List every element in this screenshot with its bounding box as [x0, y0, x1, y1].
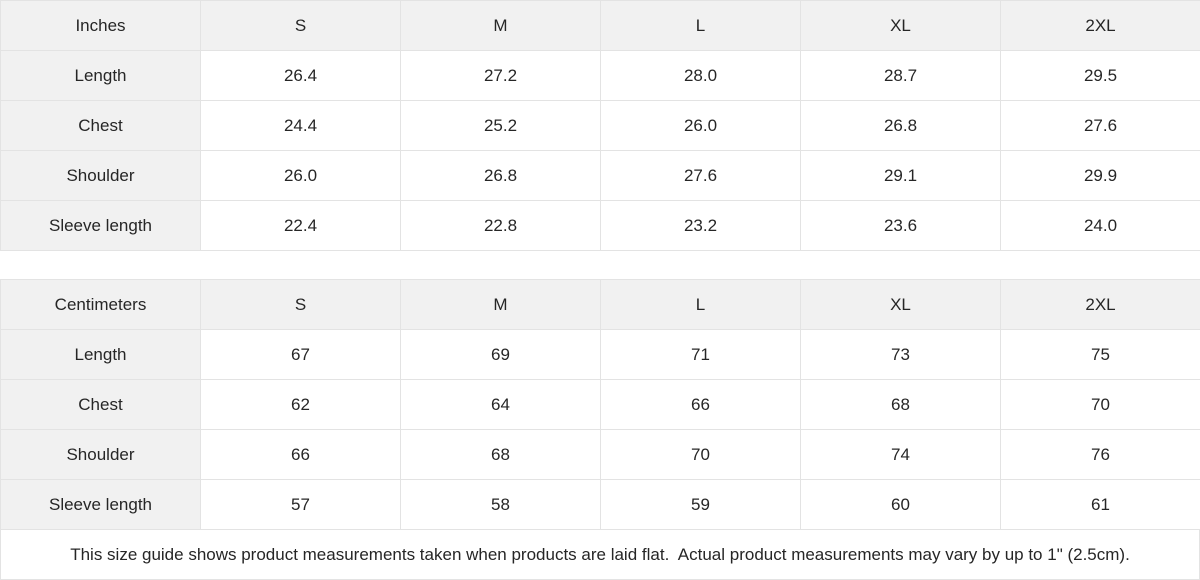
value-cell: 60	[801, 480, 1001, 530]
value-cell: 27.2	[401, 51, 601, 101]
row-label-cell: Sleeve length	[1, 480, 201, 530]
size-guide-note: This size guide shows product measuremen…	[0, 530, 1200, 580]
value-cell: 26.4	[201, 51, 401, 101]
measurement-row-shoulder: Shoulder 66 68 70 74 76	[1, 430, 1200, 480]
value-cell: 29.1	[801, 151, 1001, 201]
size-header-cell-m: M	[401, 1, 601, 51]
size-header-cell-2xl: 2XL	[1001, 280, 1200, 330]
size-header-cell-l: L	[601, 280, 801, 330]
row-label-cell: Shoulder	[1, 430, 201, 480]
measurement-row-shoulder: Shoulder 26.0 26.8 27.6 29.1 29.9	[1, 151, 1200, 201]
value-cell: 66	[601, 380, 801, 430]
value-cell: 61	[1001, 480, 1200, 530]
value-cell: 28.7	[801, 51, 1001, 101]
value-cell: 22.8	[401, 201, 601, 251]
value-cell: 64	[401, 380, 601, 430]
inches-table: Inches S M L XL 2XL Length 26.4 27.2 28.…	[0, 0, 1200, 251]
value-cell: 62	[201, 380, 401, 430]
row-label-cell: Sleeve length	[1, 201, 201, 251]
value-cell: 68	[801, 380, 1001, 430]
value-cell: 67	[201, 330, 401, 380]
size-header-cell-xl: XL	[801, 1, 1001, 51]
size-header-cell-xl: XL	[801, 280, 1001, 330]
value-cell: 74	[801, 430, 1001, 480]
value-cell: 69	[401, 330, 601, 380]
row-label-cell: Length	[1, 330, 201, 380]
unit-header-cell: Centimeters	[1, 280, 201, 330]
inches-header-row: Inches S M L XL 2XL	[1, 1, 1200, 51]
value-cell: 75	[1001, 330, 1200, 380]
value-cell: 28.0	[601, 51, 801, 101]
value-cell: 70	[1001, 380, 1200, 430]
table-spacer	[0, 251, 1200, 279]
measurement-row-length: Length 26.4 27.2 28.0 28.7 29.5	[1, 51, 1200, 101]
size-header-cell-l: L	[601, 1, 801, 51]
row-label-cell: Length	[1, 51, 201, 101]
value-cell: 23.2	[601, 201, 801, 251]
row-label-cell: Chest	[1, 101, 201, 151]
centimeters-table: Centimeters S M L XL 2XL Length 67 69 71…	[0, 279, 1200, 530]
value-cell: 23.6	[801, 201, 1001, 251]
value-cell: 26.8	[401, 151, 601, 201]
value-cell: 22.4	[201, 201, 401, 251]
value-cell: 71	[601, 330, 801, 380]
row-label-cell: Chest	[1, 380, 201, 430]
value-cell: 24.4	[201, 101, 401, 151]
size-header-cell-2xl: 2XL	[1001, 1, 1200, 51]
measurement-row-sleeve-length: Sleeve length 22.4 22.8 23.2 23.6 24.0	[1, 201, 1200, 251]
value-cell: 26.0	[601, 101, 801, 151]
value-cell: 26.8	[801, 101, 1001, 151]
value-cell: 29.5	[1001, 51, 1200, 101]
value-cell: 24.0	[1001, 201, 1200, 251]
centimeters-header-row: Centimeters S M L XL 2XL	[1, 280, 1200, 330]
size-header-cell-m: M	[401, 280, 601, 330]
value-cell: 29.9	[1001, 151, 1200, 201]
value-cell: 68	[401, 430, 601, 480]
measurement-row-sleeve-length: Sleeve length 57 58 59 60 61	[1, 480, 1200, 530]
measurement-row-chest: Chest 62 64 66 68 70	[1, 380, 1200, 430]
value-cell: 70	[601, 430, 801, 480]
value-cell: 27.6	[1001, 101, 1200, 151]
value-cell: 76	[1001, 430, 1200, 480]
row-label-cell: Shoulder	[1, 151, 201, 201]
value-cell: 58	[401, 480, 601, 530]
value-cell: 27.6	[601, 151, 801, 201]
measurement-row-length: Length 67 69 71 73 75	[1, 330, 1200, 380]
size-header-cell-s: S	[201, 280, 401, 330]
value-cell: 25.2	[401, 101, 601, 151]
size-header-cell-s: S	[201, 1, 401, 51]
value-cell: 59	[601, 480, 801, 530]
value-cell: 26.0	[201, 151, 401, 201]
measurement-row-chest: Chest 24.4 25.2 26.0 26.8 27.6	[1, 101, 1200, 151]
unit-header-cell: Inches	[1, 1, 201, 51]
value-cell: 57	[201, 480, 401, 530]
value-cell: 73	[801, 330, 1001, 380]
value-cell: 66	[201, 430, 401, 480]
